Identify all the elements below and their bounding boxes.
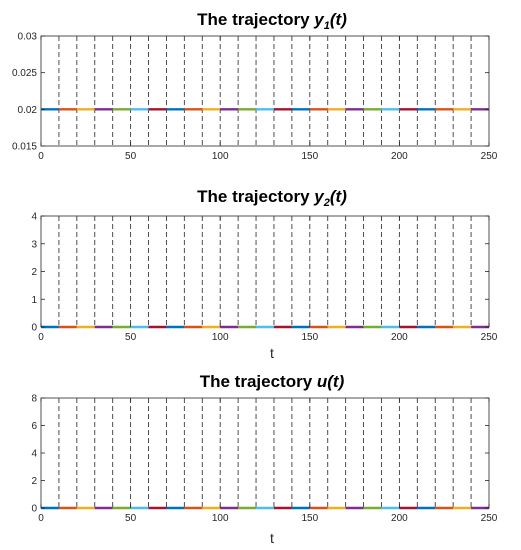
- chart-title: The trajectory y1(t): [197, 10, 347, 32]
- x-tick-label: 50: [125, 332, 137, 343]
- y-tick-label: 0.02: [18, 105, 38, 116]
- subplot-y2: The trajectory y2(t) 0 50 100 150 200 250 0 1 2 3…: [31, 187, 497, 361]
- y-tick-label: 4: [31, 212, 37, 223]
- y-tick-label: 0.025: [12, 68, 37, 79]
- y-tick-label: 0: [31, 323, 37, 334]
- y-tick-label: 2: [31, 267, 37, 278]
- subplot-u: The trajectory u(t) 0 50 100 150 200 250 0 2 4 6 8…: [31, 372, 497, 546]
- x-tick-label: 150: [301, 332, 318, 343]
- x-tick-label: 0: [38, 332, 44, 343]
- x-tick-label: 100: [212, 151, 229, 162]
- x-tick-label: 250: [481, 332, 498, 343]
- plot-area: 0 50 100 150 200 250 0 1 2 3 4: [31, 212, 497, 344]
- y-tick-label: 0.015: [12, 142, 37, 153]
- axes-box: [40, 35, 490, 147]
- x-tick-label: 200: [391, 332, 408, 343]
- y-tick-label: 0.03: [18, 32, 38, 43]
- x-tick-label: 0: [38, 513, 44, 524]
- y-tick-label: 4: [31, 449, 37, 460]
- x-tick-label: 150: [301, 513, 318, 524]
- y-tick-label: 0: [31, 504, 37, 515]
- x-tick-label: 50: [125, 151, 137, 162]
- chart-title: The trajectory y2(t): [197, 187, 347, 209]
- plot-area: 0 50 100 150 200 250 0 2 4 6 8: [31, 394, 497, 525]
- x-tick-label: 250: [481, 151, 498, 162]
- x-axis-label: t: [270, 530, 274, 546]
- x-tick-label: 150: [301, 151, 318, 162]
- y-tick-label: 2: [31, 476, 37, 487]
- axes-box: [40, 215, 490, 328]
- x-tick-label: 200: [391, 513, 408, 524]
- y-tick-label: 8: [31, 394, 37, 405]
- y-tick-label: 6: [31, 421, 37, 432]
- x-tick-label: 200: [391, 151, 408, 162]
- subplot-y1: The trajectory y1(t) 0 50 100 150 200 250 0.01…: [12, 10, 498, 162]
- x-tick-label: 0: [38, 151, 44, 162]
- x-axis-label: t: [270, 345, 274, 361]
- y-tick-label: 1: [31, 295, 37, 306]
- x-tick-label: 250: [481, 513, 498, 524]
- x-tick-label: 100: [212, 332, 229, 343]
- axes-box: [40, 397, 490, 509]
- y-tick-label: 3: [31, 239, 37, 250]
- x-tick-label: 50: [125, 513, 137, 524]
- plot-area: 0 50 100 150 200 250 0.015 0.02 0.025 0.03: [12, 32, 498, 163]
- chart-title: The trajectory u(t): [200, 372, 345, 391]
- x-tick-label: 100: [212, 513, 229, 524]
